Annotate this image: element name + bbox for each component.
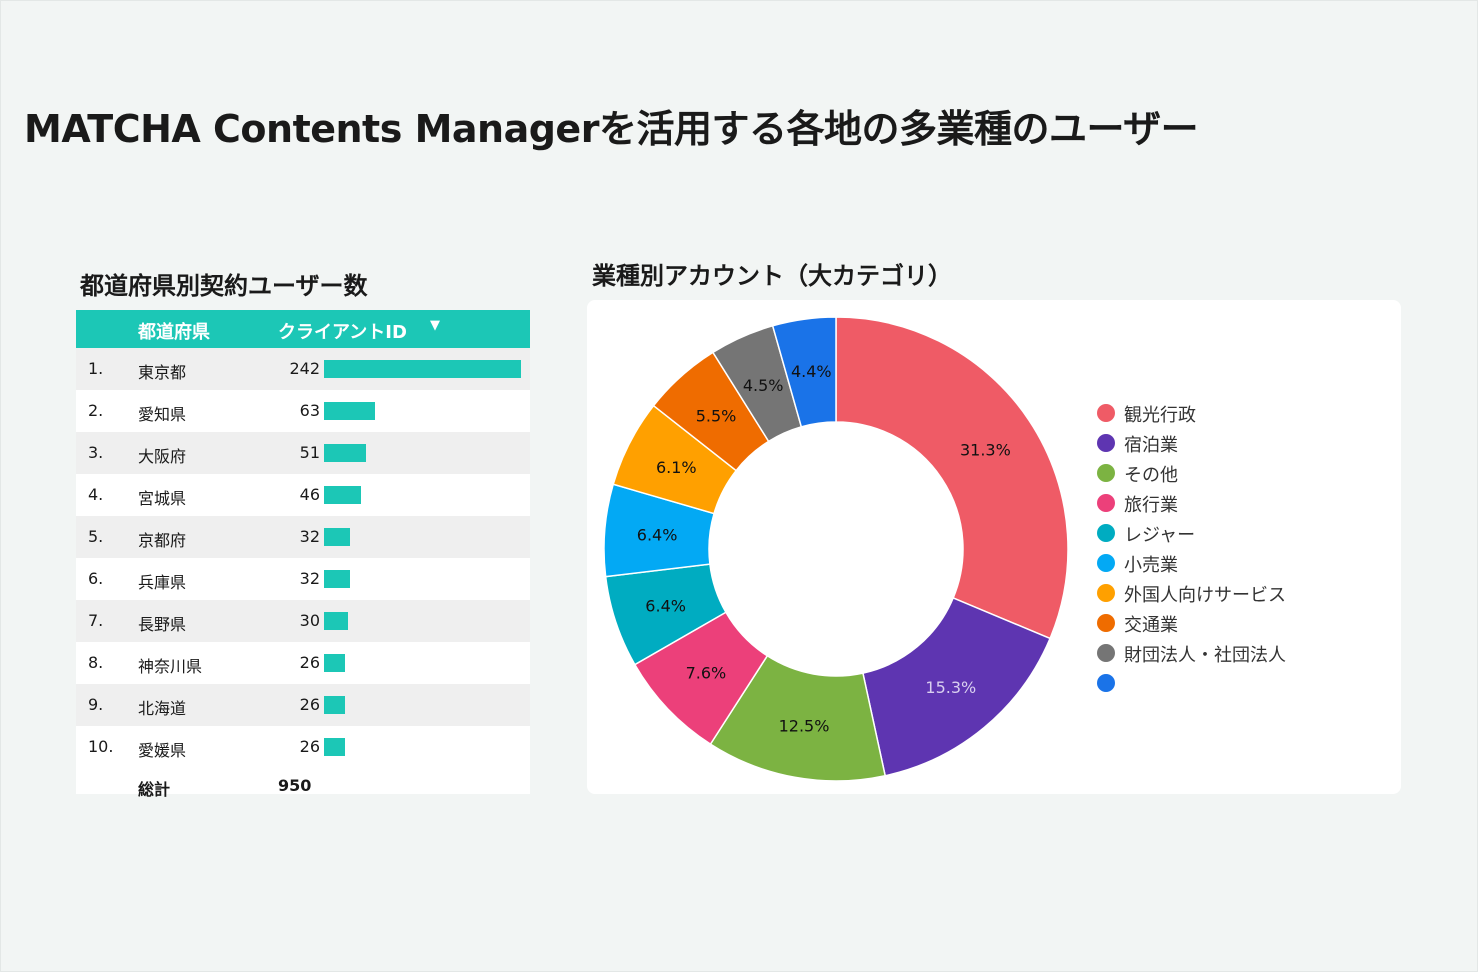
legend-color-dot	[1097, 464, 1115, 482]
row-value: 32	[299, 569, 320, 588]
row-bar	[324, 696, 345, 714]
legend-color-dot	[1097, 644, 1115, 662]
row-value: 242	[289, 359, 320, 378]
row-value: 26	[299, 653, 320, 672]
legend-label: 旅行業	[1124, 495, 1178, 516]
row-value: 46	[299, 485, 320, 504]
slice-label: 6.4%	[637, 525, 678, 544]
row-rank: 9.	[88, 695, 104, 714]
table-row: 3. 大阪府 51	[76, 432, 530, 474]
row-bar	[324, 444, 366, 462]
table-row: 7. 長野県 30	[76, 600, 530, 642]
row-bar	[324, 360, 521, 378]
row-prefecture: 大阪府	[138, 447, 187, 466]
legend-label: 財団法人・社団法人	[1124, 645, 1286, 666]
row-bar	[324, 612, 348, 630]
slice-label: 12.5%	[779, 717, 830, 736]
row-bar	[324, 486, 361, 504]
row-rank: 3.	[88, 443, 104, 462]
row-rank: 10.	[88, 737, 114, 756]
table-row: 1. 東京都 242	[76, 348, 530, 390]
legend-color-dot	[1097, 494, 1115, 512]
table-body: 1. 東京都 242 2. 愛知県 63 3. 大阪府 51 4. 宮城県 46 5. 京都府 32 6. 兵庫…	[76, 348, 530, 768]
table-row: 8. 神奈川県 26	[76, 642, 530, 684]
slice-label: 5.5%	[696, 406, 737, 425]
legend-color-dot	[1097, 674, 1115, 692]
column-header-client-id[interactable]: クライアントID	[278, 322, 407, 343]
row-rank: 2.	[88, 401, 104, 420]
legend-label: レジャー	[1124, 525, 1196, 546]
slice-label: 7.6%	[686, 664, 727, 683]
row-value: 32	[299, 527, 320, 546]
slice-label: 4.4%	[791, 362, 832, 381]
table-row: 6. 兵庫県 32	[76, 558, 530, 600]
row-prefecture: 兵庫県	[138, 573, 187, 592]
total-label: 総計	[138, 780, 171, 799]
slice-label: 4.5%	[743, 376, 784, 395]
table-header: 都道府県 クライアントID ▼	[76, 310, 530, 348]
page-title: MATCHA Contents Managerを活用する各地の多業種のユーザー	[24, 107, 1199, 151]
table-row: 9. 北海道 26	[76, 684, 530, 726]
prefecture-table: 都道府県 クライアントID ▼ 1. 東京都 242 2. 愛知県 63 3. 大阪府 51 4.…	[76, 310, 530, 799]
legend-label: 外国人向けサービス	[1124, 585, 1286, 606]
row-prefecture: 東京都	[138, 363, 187, 382]
table-title: 都道府県別契約ユーザー数	[80, 272, 368, 300]
legend-color-dot	[1097, 554, 1115, 572]
legend-label: 交通業	[1124, 615, 1178, 636]
legend-color-dot	[1097, 614, 1115, 632]
slice-label: 6.4%	[645, 597, 686, 616]
row-prefecture: 宮城県	[138, 489, 187, 508]
legend-label: 小売業	[1124, 555, 1178, 576]
row-value: 51	[299, 443, 320, 462]
row-prefecture: 京都府	[138, 531, 187, 550]
table-row: 4. 宮城県 46	[76, 474, 530, 516]
row-prefecture: 神奈川県	[138, 657, 203, 676]
donut-slice[interactable]	[771, 316, 837, 428]
row-prefecture: 愛知県	[138, 405, 187, 424]
row-rank: 4.	[88, 485, 104, 504]
slice-label: 6.1%	[656, 458, 697, 477]
legend-label: その他	[1124, 465, 1178, 486]
donut-slice[interactable]	[835, 316, 1069, 640]
slice-label: 31.3%	[960, 441, 1011, 460]
legend-color-dot	[1097, 524, 1115, 542]
row-rank: 5.	[88, 527, 104, 546]
row-value: 63	[299, 401, 320, 420]
row-bar	[324, 654, 345, 672]
row-bar	[324, 528, 350, 546]
row-bar	[324, 738, 345, 756]
chart-title: 業種別アカウント（大カテゴリ）	[592, 262, 952, 290]
row-rank: 1.	[88, 359, 104, 378]
row-value: 26	[299, 737, 320, 756]
row-value: 26	[299, 695, 320, 714]
row-value: 30	[299, 611, 320, 630]
legend-color-dot	[1097, 434, 1115, 452]
total-value: 950	[278, 776, 312, 795]
row-rank: 8.	[88, 653, 104, 672]
legend-label: 観光行政	[1124, 405, 1196, 426]
slice-label: 15.3%	[925, 678, 976, 697]
row-prefecture: 北海道	[138, 699, 187, 718]
row-bar	[324, 570, 350, 588]
row-rank: 6.	[88, 569, 104, 588]
donut-chart: 31.3% 15.3% 12.5% 7.6% 6.4% 6.4% 6.1% 5.5% 4.5% 4…	[603, 316, 1069, 782]
table-total-row: 総計 950	[76, 768, 530, 799]
table-row: 2. 愛知県 63	[76, 390, 530, 432]
table-row: 5. 京都府 32	[76, 516, 530, 558]
legend-color-dot	[1097, 584, 1115, 602]
sort-descending-icon[interactable]: ▼	[430, 318, 440, 333]
legend-color-dot	[1097, 404, 1115, 422]
donut-chart-card: 31.3% 15.3% 12.5% 7.6% 6.4% 6.4% 6.1% 5.5% 4.5% 4…	[587, 300, 1401, 794]
row-rank: 7.	[88, 611, 104, 630]
column-header-prefecture[interactable]: 都道府県	[138, 322, 210, 343]
row-bar	[324, 402, 375, 420]
row-prefecture: 愛媛県	[138, 741, 187, 760]
table-row: 10. 愛媛県 26	[76, 726, 530, 768]
legend-label: 宿泊業	[1124, 435, 1178, 456]
row-prefecture: 長野県	[138, 615, 187, 634]
